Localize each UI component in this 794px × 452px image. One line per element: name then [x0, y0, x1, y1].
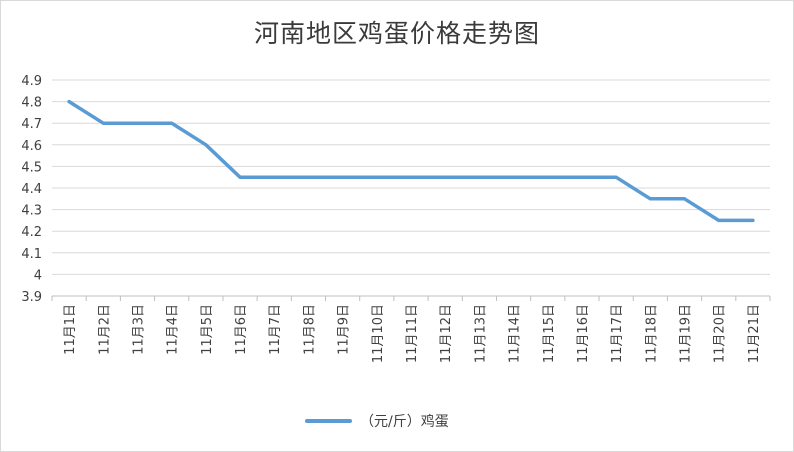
x-tick-label: 11月13日	[473, 304, 488, 363]
y-tick-label: 4.1	[21, 247, 42, 262]
x-tick-label: 11月17日	[610, 304, 625, 363]
y-tick-label: 3.9	[21, 290, 42, 305]
data-point	[238, 175, 242, 179]
data-point	[477, 175, 481, 179]
x-tick-label: 11月2日	[97, 304, 112, 355]
y-tick-label: 4.9	[21, 74, 42, 89]
x-tick-label: 11月1日	[63, 304, 78, 355]
x-tick-label: 11月16日	[576, 304, 591, 363]
data-point	[67, 100, 71, 104]
y-tick-label: 4.6	[21, 139, 42, 154]
x-tick-label: 11月3日	[131, 304, 146, 355]
x-tick-label: 11月11日	[405, 304, 420, 363]
x-tick-label: 11月7日	[268, 304, 283, 355]
series-layer	[67, 99, 755, 223]
x-tick-label: 11月4日	[166, 304, 181, 355]
x-tick-label: 11月21日	[747, 304, 762, 363]
x-tick-label: 11月12日	[439, 304, 454, 363]
y-tick-label: 4.4	[21, 182, 42, 197]
x-tick-label: 11月20日	[713, 304, 728, 363]
chart-title: 河南地区鸡蛋价格走势图	[253, 19, 540, 48]
legend-label: （元/斤）鸡蛋	[360, 413, 449, 430]
x-tick-label: 11月9日	[337, 304, 352, 355]
y-tick-label: 4.3	[21, 204, 42, 219]
x-tick-label: 11月14日	[508, 304, 523, 363]
y-tick-label: 4.5	[21, 160, 42, 175]
y-tick-label: 4.8	[21, 96, 42, 111]
series-line	[67, 99, 755, 223]
x-tick-labels: 11月1日 11月2日 11月3日 11月4日 11月5日 11月6日 11月7日 11月8日…	[63, 304, 762, 363]
x-tick-label: 11月10日	[371, 304, 386, 363]
data-point	[135, 121, 139, 125]
data-point	[683, 197, 687, 201]
data-point	[512, 175, 516, 179]
data-point	[717, 218, 721, 222]
x-tick-label: 11月5日	[200, 304, 215, 355]
data-point	[204, 143, 208, 147]
data-point	[751, 218, 755, 222]
data-point	[306, 175, 310, 179]
y-tick-label: 4.7	[21, 117, 42, 132]
x-tick-label: 11月8日	[302, 304, 317, 355]
data-point	[341, 175, 345, 179]
data-point	[272, 175, 276, 179]
data-point	[614, 175, 618, 179]
data-point	[101, 121, 105, 125]
gridlines	[52, 79, 770, 275]
y-tick-labels: 4.9 4.8 4.7 4.6 4.5 4.4 4.3 4.2 4.1 4 3.9	[21, 74, 42, 305]
data-point	[170, 121, 174, 125]
legend: （元/斤）鸡蛋	[305, 413, 449, 430]
data-point	[375, 175, 379, 179]
data-point	[580, 175, 584, 179]
y-tick-label: 4	[34, 268, 42, 283]
axes	[51, 295, 771, 301]
data-point	[546, 175, 550, 179]
data-point	[443, 175, 447, 179]
x-tick-label: 11月18日	[644, 304, 659, 363]
x-tick-label: 11月15日	[542, 304, 557, 363]
x-tick-label: 11月19日	[679, 304, 694, 363]
data-point	[409, 175, 413, 179]
data-point	[648, 197, 652, 201]
x-tick-label: 11月6日	[234, 304, 249, 355]
y-tick-label: 4.2	[21, 225, 42, 240]
